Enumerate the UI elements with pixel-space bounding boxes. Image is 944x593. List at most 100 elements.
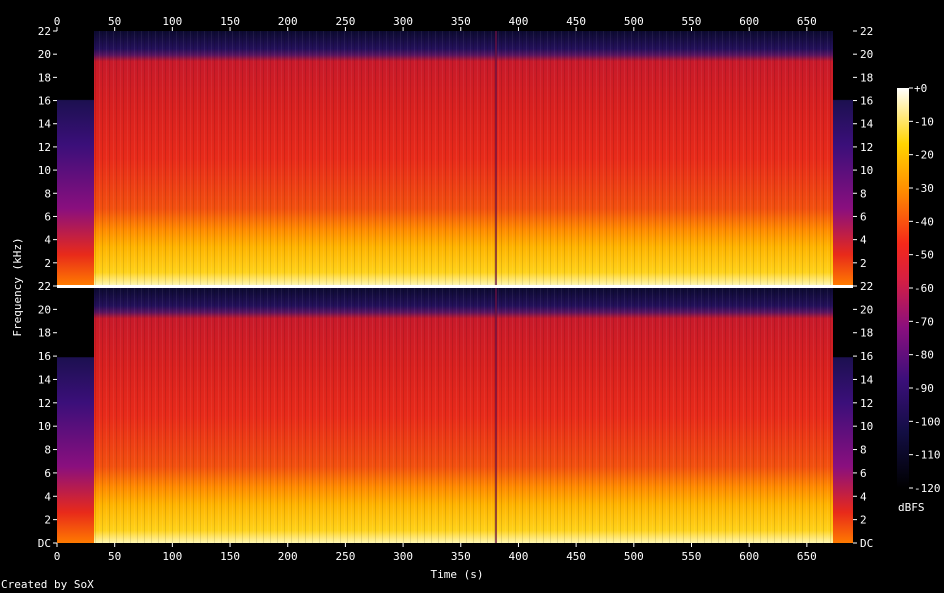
colorbar-ticks: +0 -10 -20 -30 -40 -50 -60 -70 -80 -90 -100 -110 -12… — [909, 82, 941, 495]
x-tick-label-top: 200 — [278, 15, 298, 28]
y-tick-label-left: DC — [38, 537, 51, 550]
x-tick-label-bottom: 100 — [162, 550, 182, 563]
y-tick-label-right: 4 — [860, 490, 867, 503]
y-tick-label-left: 22 — [38, 25, 51, 38]
y-tick-label-right: 8 — [860, 187, 867, 200]
colorbar-label: dBFS — [898, 501, 925, 514]
y-tick-label-left: 18 — [38, 71, 51, 84]
y-tick-label-right: 2 — [860, 257, 867, 270]
y-tick-label-left: 4 — [44, 490, 51, 503]
channel-2-intro-region — [57, 288, 94, 543]
channel-2-texture — [94, 288, 833, 543]
y-tick-label-left: 22 — [38, 280, 51, 293]
channel-1-texture — [94, 31, 833, 285]
y-tick-label-right: 6 — [860, 467, 867, 480]
y-tick-label-right: 10 — [860, 420, 873, 433]
colorbar-tick-label: -100 — [914, 415, 941, 428]
y-tick-label-left: 6 — [44, 210, 51, 223]
y-tick-label-left: 12 — [38, 397, 51, 410]
y-tick-label-left: 4 — [44, 234, 51, 247]
y-tick-label-left: 2 — [44, 514, 51, 527]
channel-1-plot — [57, 31, 853, 285]
colorbar-tick-label: -10 — [914, 115, 934, 128]
x-tick-label-bottom: 200 — [278, 550, 298, 563]
x-tick-label-bottom: 0 — [54, 550, 61, 563]
y-tick-label-left: 16 — [38, 350, 51, 363]
y-tick-label-left: 8 — [44, 444, 51, 457]
channel-2-outro-region — [833, 288, 853, 543]
colorbar-tick-label: -80 — [914, 349, 934, 362]
y-tick-label-right: 18 — [860, 71, 873, 84]
x-tick-label-bottom: 600 — [739, 550, 759, 563]
channel-1-intro-region — [57, 31, 94, 285]
x-tick-label-top: 450 — [566, 15, 586, 28]
x-tick-label-bottom: 450 — [566, 550, 586, 563]
x-tick-label-top: 150 — [220, 15, 240, 28]
y-tick-label-left: 14 — [38, 118, 52, 131]
y-tick-label-left: 6 — [44, 467, 51, 480]
x-tick-label-top: 100 — [162, 15, 182, 28]
colorbar-tick-label: -40 — [914, 215, 934, 228]
y-tick-label-left: 12 — [38, 141, 51, 154]
y-tick-label-left: 10 — [38, 420, 51, 433]
y-tick-label-left: 16 — [38, 95, 51, 108]
channel-2-plot — [57, 288, 853, 543]
y-tick-label-left: 20 — [38, 48, 51, 61]
x-tick-label-top: 300 — [393, 15, 413, 28]
channel-divider — [57, 285, 853, 288]
colorbar-tick-label: -50 — [914, 249, 934, 262]
y-tick-label-right: 22 — [860, 280, 873, 293]
colorbar-tick-label: -110 — [914, 449, 941, 462]
x-tick-label-top: 550 — [682, 15, 702, 28]
x-tick-label-bottom: 550 — [682, 550, 702, 563]
y-tick-label-right: 6 — [860, 210, 867, 223]
sox-credit: Created by SoX — [1, 578, 94, 591]
x-tick-label-top: 650 — [797, 15, 817, 28]
x-tick-label-bottom: 650 — [797, 550, 817, 563]
x-tick-label-bottom: 250 — [335, 550, 355, 563]
y-tick-label-right: 10 — [860, 164, 873, 177]
colorbar — [897, 88, 909, 488]
channel-1-transient-line — [495, 31, 497, 285]
y-tick-label-right: 12 — [860, 397, 873, 410]
colorbar-tick-label: -120 — [914, 482, 941, 495]
y-tick-label-right: 2 — [860, 514, 867, 527]
x-tick-label-bottom: 300 — [393, 550, 413, 563]
x-axis-label: Time (s) — [431, 568, 484, 581]
x-tick-label-top: 0 — [54, 15, 61, 28]
x-tick-label-bottom: 50 — [108, 550, 121, 563]
y-tick-label-right: 16 — [860, 350, 873, 363]
x-tick-label-bottom: 500 — [624, 550, 644, 563]
x-tick-label-top: 350 — [451, 15, 471, 28]
y-tick-label-right: 20 — [860, 303, 873, 316]
y-axis-label: Frequency (kHz) — [11, 237, 24, 336]
y-tick-label-right: 16 — [860, 95, 873, 108]
y-tick-label-left: 8 — [44, 187, 51, 200]
colorbar-tick-label: -70 — [914, 315, 934, 328]
x-tick-label-top: 250 — [335, 15, 355, 28]
y-tick-label-left: 14 — [38, 373, 52, 386]
y-tick-label-left: 18 — [38, 327, 51, 340]
y-tick-label-right: 18 — [860, 327, 873, 340]
channel-2-transient-line — [495, 288, 497, 543]
y-tick-label-left: 20 — [38, 303, 51, 316]
colorbar-tick-label: -20 — [914, 149, 934, 162]
y-tick-label-right: 12 — [860, 141, 873, 154]
y-tick-label-left: 10 — [38, 164, 51, 177]
colorbar-tick-label: -90 — [914, 382, 934, 395]
x-tick-label-top: 50 — [108, 15, 121, 28]
channel-1-outro-region — [833, 31, 853, 285]
colorbar-tick-label: +0 — [914, 82, 927, 95]
axes: 0 0 50 50 100 100 150 150 200 200 250 250 300 300 350 3… — [38, 15, 874, 563]
colorbar-tick-label: -30 — [914, 182, 934, 195]
x-tick-label-top: 400 — [509, 15, 529, 28]
y-tick-label-left: 2 — [44, 257, 51, 270]
x-tick-label-bottom: 350 — [451, 550, 471, 563]
y-tick-label-right: 8 — [860, 444, 867, 457]
x-tick-label-top: 600 — [739, 15, 759, 28]
y-tick-label-right: 4 — [860, 234, 867, 247]
y-tick-label-right: 22 — [860, 25, 873, 38]
x-tick-label-top: 500 — [624, 15, 644, 28]
x-tick-label-bottom: 150 — [220, 550, 240, 563]
